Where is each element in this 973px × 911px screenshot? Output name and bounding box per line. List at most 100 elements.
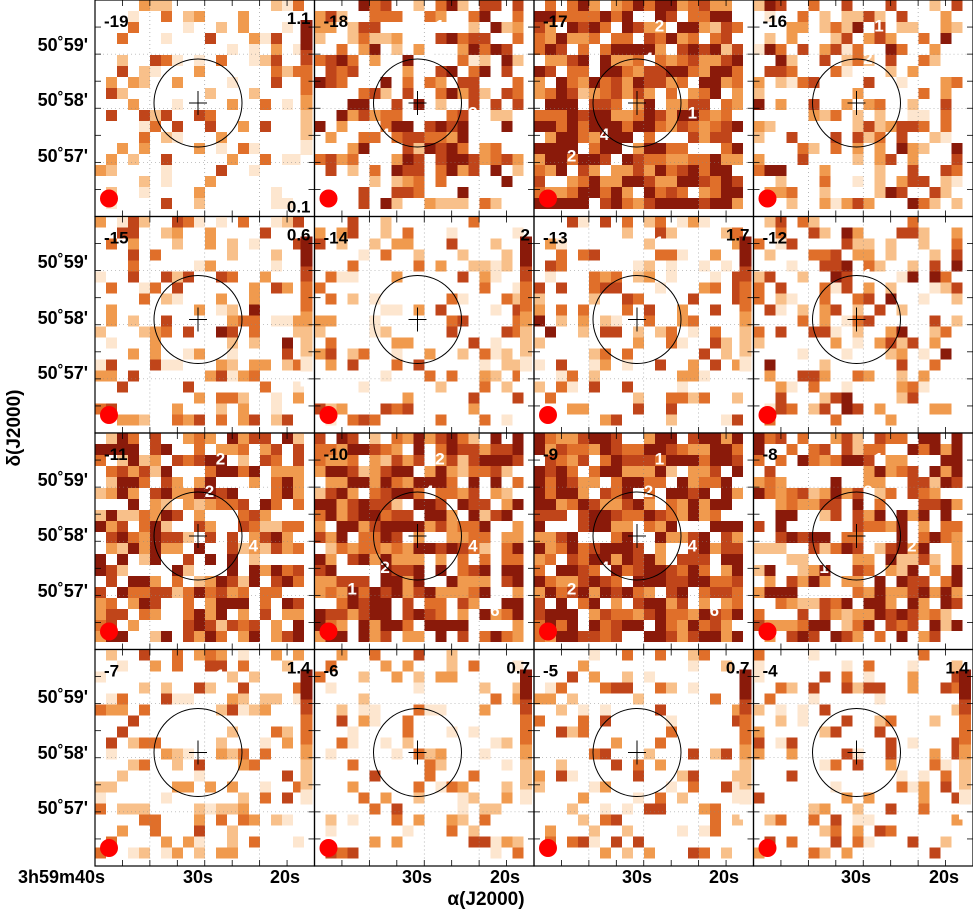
intensity-cell: [600, 781, 611, 793]
intensity-cell: [128, 11, 139, 22]
intensity-cell: [874, 444, 886, 455]
intensity-cell: [556, 154, 567, 165]
intensity-cell: [369, 554, 381, 565]
intensity-cell: [699, 165, 710, 176]
intensity-cell: [589, 11, 600, 22]
intensity-cell: [183, 620, 194, 631]
intensity-cell: [721, 554, 732, 565]
intensity-cell: [841, 55, 853, 66]
intensity-cell: [841, 198, 853, 209]
intensity-cell: [139, 532, 150, 543]
intensity-cell: [501, 781, 513, 793]
intensity-cell: [786, 770, 798, 782]
intensity-cell: [271, 543, 282, 554]
intensity-cell: [841, 11, 853, 22]
intensity-cell: [677, 609, 688, 620]
intensity-cell: [216, 132, 227, 143]
intensity-cell: [150, 455, 161, 466]
color-scale-step: [739, 311, 752, 327]
intensity-cell: [314, 121, 326, 132]
intensity-cell: [490, 631, 502, 642]
intensity-cell: [282, 154, 293, 165]
intensity-cell: [852, 455, 864, 466]
intensity-cell: [183, 455, 194, 466]
intensity-cell: [578, 521, 589, 532]
intensity-cell: [721, 532, 732, 543]
intensity-cell: [699, 370, 710, 382]
channel-panel: 0.7-5: [533, 648, 755, 867]
intensity-cell: [358, 187, 370, 198]
intensity-cell: [611, 576, 622, 587]
intensity-cell: [271, 814, 282, 826]
intensity-cell: [271, 282, 282, 294]
intensity-cell: [907, 227, 919, 239]
intensity-cell: [161, 521, 172, 532]
intensity-cell: [424, 121, 436, 132]
intensity-cell: [238, 649, 249, 661]
intensity-cell: [655, 466, 666, 477]
intensity-cell: [710, 11, 721, 22]
intensity-cell: [479, 44, 491, 55]
intensity-cell: [732, 187, 743, 198]
intensity-cell: [501, 759, 513, 771]
intensity-cell: [227, 554, 238, 565]
intensity-cell: [358, 598, 370, 609]
intensity-cell: [369, 510, 381, 521]
intensity-cell: [260, 433, 271, 444]
intensity-cell: [183, 836, 194, 848]
intensity-cell: [622, 381, 633, 393]
intensity-cell: [699, 477, 710, 488]
intensity-cell: [622, 227, 633, 239]
intensity-cell: [139, 737, 150, 749]
intensity-cell: [106, 576, 117, 587]
intensity-cell: [402, 187, 414, 198]
intensity-cell: [633, 455, 644, 466]
intensity-cell: [622, 499, 633, 510]
intensity-cell: [435, 565, 447, 576]
scale-max-label: 1.1: [287, 9, 311, 28]
contour-label: 1: [688, 103, 697, 122]
intensity-cell: [512, 99, 524, 110]
intensity-cell: [260, 359, 271, 371]
intensity-cell: [172, 576, 183, 587]
intensity-cell: [589, 510, 600, 521]
intensity-cell: [271, 565, 282, 576]
intensity-cell: [556, 132, 567, 143]
intensity-cell: [545, 44, 556, 55]
intensity-cell: [699, 587, 710, 598]
intensity-cell: [249, 510, 260, 521]
intensity-cell: [666, 66, 677, 77]
intensity-cell: [249, 293, 260, 305]
intensity-cell: [161, 165, 172, 176]
intensity-cell: [852, 825, 864, 837]
y-axis-title: δ(J2000): [4, 389, 25, 466]
intensity-cell: [117, 521, 128, 532]
intensity-cell: [490, 466, 502, 477]
intensity-cell: [874, 726, 886, 738]
intensity-cell: [688, 326, 699, 338]
intensity-cell: [929, 315, 941, 327]
intensity-cell: [325, 22, 337, 33]
intensity-cell: [325, 154, 337, 165]
intensity-cell: [863, 444, 875, 455]
intensity-cell: [512, 22, 524, 33]
intensity-cell: [282, 198, 293, 209]
intensity-cell: [578, 33, 589, 44]
intensity-cell: [150, 609, 161, 620]
intensity-cell: [139, 187, 150, 198]
intensity-cell: [402, 825, 414, 837]
intensity-cell: [567, 77, 578, 88]
intensity-cell: [325, 315, 337, 327]
intensity-cell: [611, 682, 622, 694]
intensity-cell: [600, 510, 611, 521]
intensity-cell: [852, 110, 864, 121]
intensity-cell: [633, 165, 644, 176]
intensity-cell: [819, 359, 831, 371]
intensity-cell: [830, 414, 842, 426]
intensity-cell: [753, 543, 765, 554]
intensity-cell: [391, 814, 403, 826]
intensity-cell: [468, 165, 480, 176]
intensity-cell: [468, 22, 480, 33]
intensity-cell: [128, 238, 139, 250]
color-scale-step: [520, 266, 532, 282]
